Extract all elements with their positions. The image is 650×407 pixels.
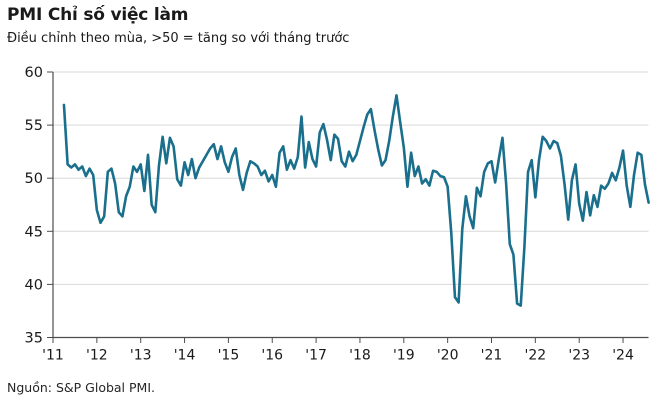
x-axis-label: '23 — [568, 348, 590, 364]
y-axis-label: 50 — [25, 171, 43, 187]
x-axis-label: '21 — [481, 348, 503, 364]
x-axis-label: '24 — [612, 348, 634, 364]
y-axis-label: 60 — [25, 65, 43, 81]
pmi-employment-series-line — [62, 94, 650, 307]
x-axis-label: '20 — [437, 348, 459, 364]
x-axis-label: '19 — [393, 348, 415, 364]
y-axis-label: 40 — [25, 277, 43, 293]
x-axis-label: '17 — [305, 348, 327, 364]
page-subtitle: Điều chỉnh theo mùa, >50 = tăng so với t… — [7, 31, 350, 46]
y-axis-label: 45 — [25, 224, 43, 240]
x-axis-label: '16 — [261, 348, 283, 364]
x-axis-label: '11 — [42, 348, 64, 364]
y-axis-label: 55 — [25, 118, 43, 134]
x-axis-label: '15 — [218, 348, 240, 364]
source-note: Nguồn: S&P Global PMI. — [7, 380, 155, 395]
x-axis-label: '13 — [130, 348, 152, 364]
x-axis-label: '22 — [525, 348, 547, 364]
page-title: PMI Chỉ số việc làm — [7, 5, 189, 25]
x-axis-label: '14 — [174, 348, 196, 364]
y-axis-label: 35 — [25, 331, 43, 347]
x-axis-label: '12 — [86, 348, 108, 364]
x-axis-label: '18 — [349, 348, 371, 364]
